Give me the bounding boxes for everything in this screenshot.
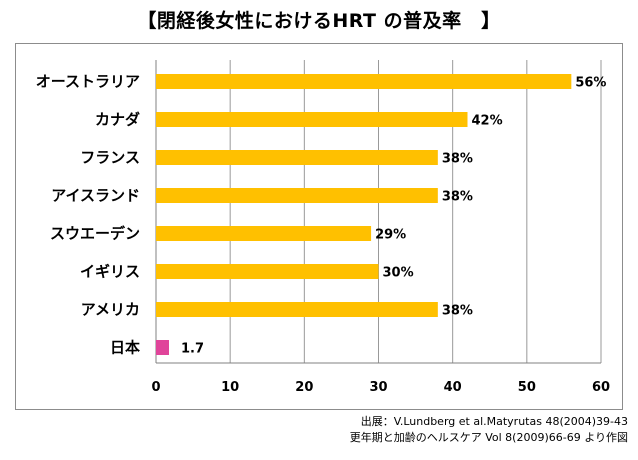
bar <box>156 302 438 317</box>
value-labels: 56% 42% 38% 38% 29% 30% 38% 1.7 <box>181 76 606 357</box>
x-tick-label: 60 <box>592 380 610 395</box>
bar <box>156 264 379 279</box>
bar <box>156 74 572 89</box>
bar <box>156 188 438 203</box>
bar <box>156 150 438 165</box>
gridlines <box>155 60 602 364</box>
value-label: 38% <box>442 190 473 205</box>
bar <box>156 340 169 355</box>
category-label: フランス <box>80 149 140 167</box>
x-tick-label: 40 <box>444 380 462 395</box>
bar <box>156 226 372 241</box>
bars <box>156 74 572 355</box>
chart-title: 【閉経後女性におけるHRT の普及率 】 <box>137 10 501 32</box>
value-label: 42% <box>472 114 503 129</box>
bar <box>156 112 468 127</box>
value-label: 38% <box>442 304 473 319</box>
x-tick-label: 0 <box>151 380 160 395</box>
x-tick-label: 30 <box>369 380 387 395</box>
value-label: 38% <box>442 152 473 167</box>
value-label: 56% <box>575 76 606 91</box>
source-note: 出展：V.Lundberg et al.Matyrutas 48(2004)39… <box>350 414 628 446</box>
category-label: オーストラリア <box>36 73 140 91</box>
category-label: スウエーデン <box>50 225 140 243</box>
x-tick-label: 10 <box>221 380 239 395</box>
value-label: 29% <box>375 228 406 243</box>
category-label: イギリス <box>80 263 140 281</box>
source-line-1: 出展：V.Lundberg et al.Matyrutas 48(2004)39… <box>360 415 628 428</box>
value-label: 30% <box>383 266 414 281</box>
x-axis-ticks: 0 10 20 30 40 50 60 <box>151 380 610 395</box>
x-tick-label: 50 <box>518 380 536 395</box>
category-label: カナダ <box>95 111 140 129</box>
x-tick-label: 20 <box>295 380 313 395</box>
category-label: 日本 <box>110 339 140 357</box>
source-line-2: 更年期と加齢のヘルスケア Vol 8(2009)66-69 より作図 <box>349 431 628 444</box>
category-label: アメリカ <box>81 301 140 319</box>
chart-frame <box>15 43 623 410</box>
value-label: 1.7 <box>181 342 204 357</box>
category-label: アイスランド <box>51 187 140 205</box>
